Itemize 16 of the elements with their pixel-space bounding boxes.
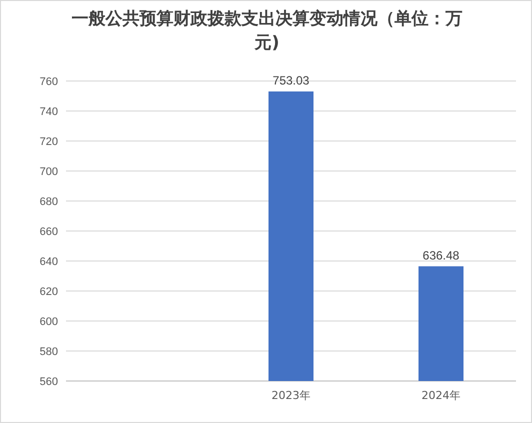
- y-tick-label: 680: [40, 196, 58, 208]
- x-tick-label: 2024年: [422, 389, 460, 402]
- y-tick-label: 760: [40, 76, 58, 88]
- y-tick-label: 700: [40, 166, 58, 178]
- y-tick-label: 580: [40, 346, 58, 358]
- chart-title: 一般公共预算财政拨款支出决算变动情况（单位：万元): [70, 8, 464, 55]
- y-tick-label: 600: [40, 316, 58, 328]
- y-tick-label: 740: [40, 106, 58, 118]
- y-tick-label: 620: [40, 286, 58, 298]
- y-tick-label: 640: [40, 256, 58, 268]
- x-tick-label: 2023年: [272, 389, 310, 402]
- y-tick-label: 720: [40, 136, 58, 148]
- data-label: 753.03: [272, 73, 310, 88]
- y-tick-label: 660: [40, 226, 58, 238]
- data-label: 636.48: [422, 248, 460, 262]
- y-tick-label: 560: [40, 376, 58, 388]
